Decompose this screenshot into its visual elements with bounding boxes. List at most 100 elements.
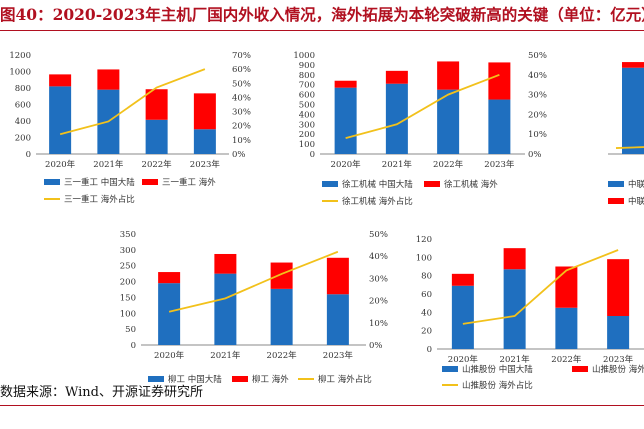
y-tick-label: 100 <box>120 309 136 319</box>
bar-domestic <box>214 273 237 345</box>
y2-tick-label: 0% <box>232 150 246 160</box>
y2-tick-label: 20% <box>528 110 547 120</box>
bar-overseas <box>437 61 460 90</box>
legend-swatch <box>148 376 164 382</box>
y-tick-label: 800 <box>299 71 315 81</box>
y-tick-label: 0 <box>427 345 432 355</box>
legend-label: 徐工机械 海外 <box>444 179 498 190</box>
x-tick-label: 2020年 <box>331 159 362 170</box>
bar-overseas <box>488 62 511 100</box>
legend-label: 三一重工 海外占比 <box>64 194 135 205</box>
legend-label: 山推股份 海外占比 <box>462 380 533 391</box>
legend-label: 柳工 中国大陆 <box>168 374 222 385</box>
y-tick-label: 150 <box>120 293 136 303</box>
legend-label: 山推股份 中国大陆 <box>462 364 533 375</box>
y2-tick-label: 30% <box>369 274 388 284</box>
y2-tick-label: 30% <box>528 91 547 101</box>
bar-domestic <box>158 283 181 345</box>
legend-swatch <box>424 181 440 187</box>
source-note: 数据来源：Wind、开源证券研究所 <box>0 385 203 400</box>
chart-4: 0 50 100 150 200 250 300 350 0% 10% 20% 30% 40% 50% 20… <box>120 230 388 385</box>
x-tick-label: 2021年 <box>93 159 124 170</box>
y-tick-label: 60 <box>421 290 432 300</box>
bar-domestic <box>334 87 357 154</box>
legend-swatch <box>608 181 624 187</box>
legend-swatch <box>44 179 60 185</box>
x-tick-label: 2020年 <box>448 354 479 365</box>
bar-domestic <box>270 288 293 345</box>
legend-label: 柳工 海外 <box>252 374 289 385</box>
y2-tick-label: 10% <box>369 319 388 329</box>
legend-entry: 山推股份 海外占比 <box>442 380 533 391</box>
legend-swatch <box>232 376 248 382</box>
bar-overseas <box>49 74 72 87</box>
figure-title: 图40：2020-2023年主机厂国内外收入情况，海外拓展为本轮突破新高的关键（… <box>0 5 644 24</box>
bar-domestic <box>488 99 511 154</box>
bar-domestic <box>622 67 644 154</box>
bar-overseas <box>270 262 293 289</box>
y2-tick-label: 70% <box>232 51 251 61</box>
x-tick-label: 2023年 <box>323 350 354 361</box>
bar-overseas <box>97 69 120 90</box>
legend-entry: 三一重工 海外占比 <box>44 194 135 205</box>
bar-overseas <box>158 272 181 284</box>
y-tick-label: 900 <box>299 61 315 71</box>
title-rule <box>0 30 644 31</box>
y-tick-label: 40 <box>421 308 432 318</box>
legend-label: 中联 <box>628 179 644 190</box>
bar-overseas <box>622 62 644 68</box>
ratio-line <box>168 250 339 313</box>
bar-domestic <box>555 307 578 349</box>
y-tick-label: 1000 <box>293 51 315 61</box>
y2-tick-label: 20% <box>232 122 251 132</box>
y-tick-label: 250 <box>120 262 136 272</box>
y-tick-label: 200 <box>15 134 31 144</box>
y-tick-label: 350 <box>120 230 136 240</box>
y-tick-label: 800 <box>15 84 31 94</box>
legend-swatch <box>142 179 158 185</box>
bar-domestic <box>503 269 526 349</box>
chart-1: 0 200 400 600 800 1000 1200 0% 10% 20% 30% 40% 50% 60… <box>9 51 251 205</box>
ratio-line <box>462 249 619 325</box>
legend-label: 三一重工 海外 <box>162 177 216 188</box>
x-tick-label: 2020年 <box>45 159 76 170</box>
y-tick-label: 80 <box>421 272 432 282</box>
legend-label: 徐工机械 海外占比 <box>342 196 413 207</box>
y2-tick-label: 0% <box>528 150 542 160</box>
bar-domestic <box>193 129 216 154</box>
y-tick-label: 400 <box>15 117 31 127</box>
legend-entry: 三一重工 中国大陆 <box>44 177 135 188</box>
legend-swatch <box>442 366 458 372</box>
y-tick-label: 0 <box>310 150 315 160</box>
y-tick-label: 0 <box>131 341 136 351</box>
y-tick-label: 200 <box>120 278 136 288</box>
bar-domestic <box>326 294 349 345</box>
legend-entry: 柳工 海外 <box>232 374 289 385</box>
legend-label: 中联 <box>628 196 644 207</box>
y-tick-label: 600 <box>15 101 31 111</box>
x-tick-label: 2022年 <box>267 350 298 361</box>
y2-tick-label: 0% <box>369 341 383 351</box>
bar-overseas <box>451 273 474 286</box>
legend-label: 柳工 海外占比 <box>318 374 372 385</box>
x-tick-label: 2022年 <box>142 159 173 170</box>
legend-entry: 山推股份 海外 <box>572 364 644 375</box>
y-tick-label: 20 <box>421 327 432 337</box>
bar-overseas <box>503 248 526 270</box>
bar-overseas <box>555 266 578 308</box>
x-tick-label: 2022年 <box>433 159 464 170</box>
y2-tick-label: 60% <box>232 65 251 75</box>
y-tick-label: 100 <box>416 253 432 263</box>
bar-domestic <box>145 119 168 154</box>
y-tick-label: 100 <box>299 140 315 150</box>
legend-swatch <box>608 198 624 204</box>
y-tick-label: 400 <box>299 110 315 120</box>
y-tick-label: 120 <box>416 235 432 245</box>
y2-tick-label: 30% <box>232 108 251 118</box>
y2-tick-label: 50% <box>232 79 251 89</box>
x-tick-label: 2021年 <box>382 159 413 170</box>
y2-tick-label: 50% <box>369 230 388 240</box>
x-tick-label: 2023年 <box>484 159 515 170</box>
